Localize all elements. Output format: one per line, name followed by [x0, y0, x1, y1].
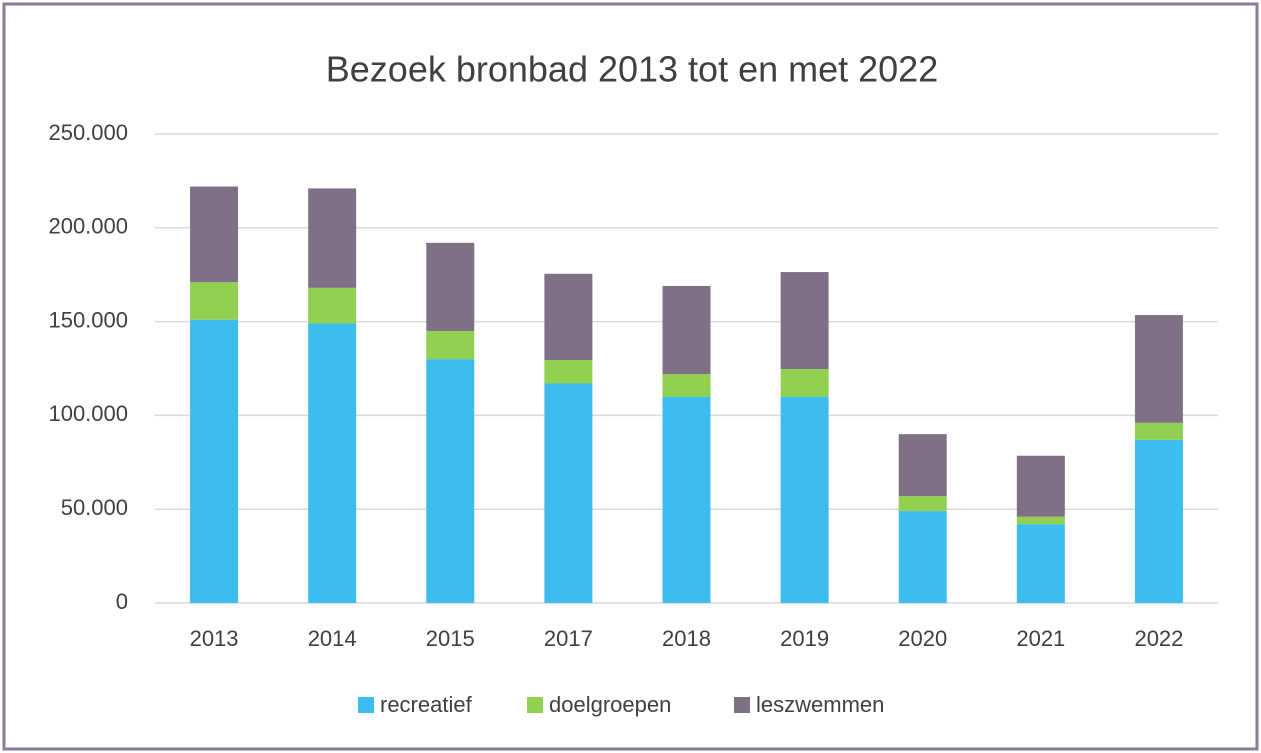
x-tick-label: 2019 — [780, 626, 829, 651]
x-tick-label: 2022 — [1134, 626, 1183, 651]
bar-segment — [544, 383, 593, 603]
bar-segment — [1016, 516, 1065, 525]
bar-segment — [1134, 315, 1183, 423]
bar-segment — [780, 369, 829, 397]
bar-segment — [308, 323, 357, 603]
bar-segment — [1134, 422, 1183, 440]
x-tick-label: 2014 — [308, 626, 357, 651]
bar-segment — [308, 188, 357, 288]
x-tick-label: 2013 — [190, 626, 239, 651]
legend-swatch — [527, 697, 543, 713]
bar-segment — [308, 287, 357, 324]
bar-segment — [426, 359, 475, 603]
y-tick-label: 100.000 — [48, 401, 128, 426]
bar-segment — [1016, 524, 1065, 603]
bar-segment — [662, 396, 711, 603]
bar-segment — [544, 360, 593, 384]
bar-segment — [1134, 439, 1183, 603]
bar-segment — [662, 374, 711, 397]
bar-segment — [1016, 455, 1065, 517]
bar-segment — [898, 434, 947, 497]
bar-segment — [190, 282, 239, 320]
chart-title: Bezoek bronbad 2013 tot en met 2022 — [326, 49, 938, 90]
y-tick-label: 250.000 — [48, 120, 128, 145]
bar-segment — [426, 242, 475, 331]
x-tick-label: 2020 — [898, 626, 947, 651]
bar-segment — [898, 496, 947, 512]
bar-segment — [426, 330, 475, 360]
x-tick-label: 2017 — [544, 626, 593, 651]
x-tick-label: 2021 — [1016, 626, 1065, 651]
bar-segment — [662, 285, 711, 375]
legend-swatch — [734, 697, 750, 713]
bar-segment — [780, 396, 829, 603]
bar-segment — [190, 186, 239, 283]
x-tick-label: 2018 — [662, 626, 711, 651]
x-tick-label: 2015 — [426, 626, 475, 651]
y-tick-label: 150.000 — [48, 307, 128, 332]
legend-swatch — [358, 697, 374, 713]
y-tick-label: 50.000 — [61, 495, 128, 520]
bar-segment — [190, 319, 239, 603]
y-tick-label: 0 — [116, 589, 128, 614]
y-tick-label: 200.000 — [48, 214, 128, 239]
legend-label: leszwemmen — [756, 692, 884, 717]
bar-segment — [898, 511, 947, 603]
legend-label: doelgroepen — [549, 692, 671, 717]
bar-segment — [780, 272, 829, 370]
legend-label: recreatief — [380, 692, 473, 717]
bar-segment — [544, 273, 593, 361]
